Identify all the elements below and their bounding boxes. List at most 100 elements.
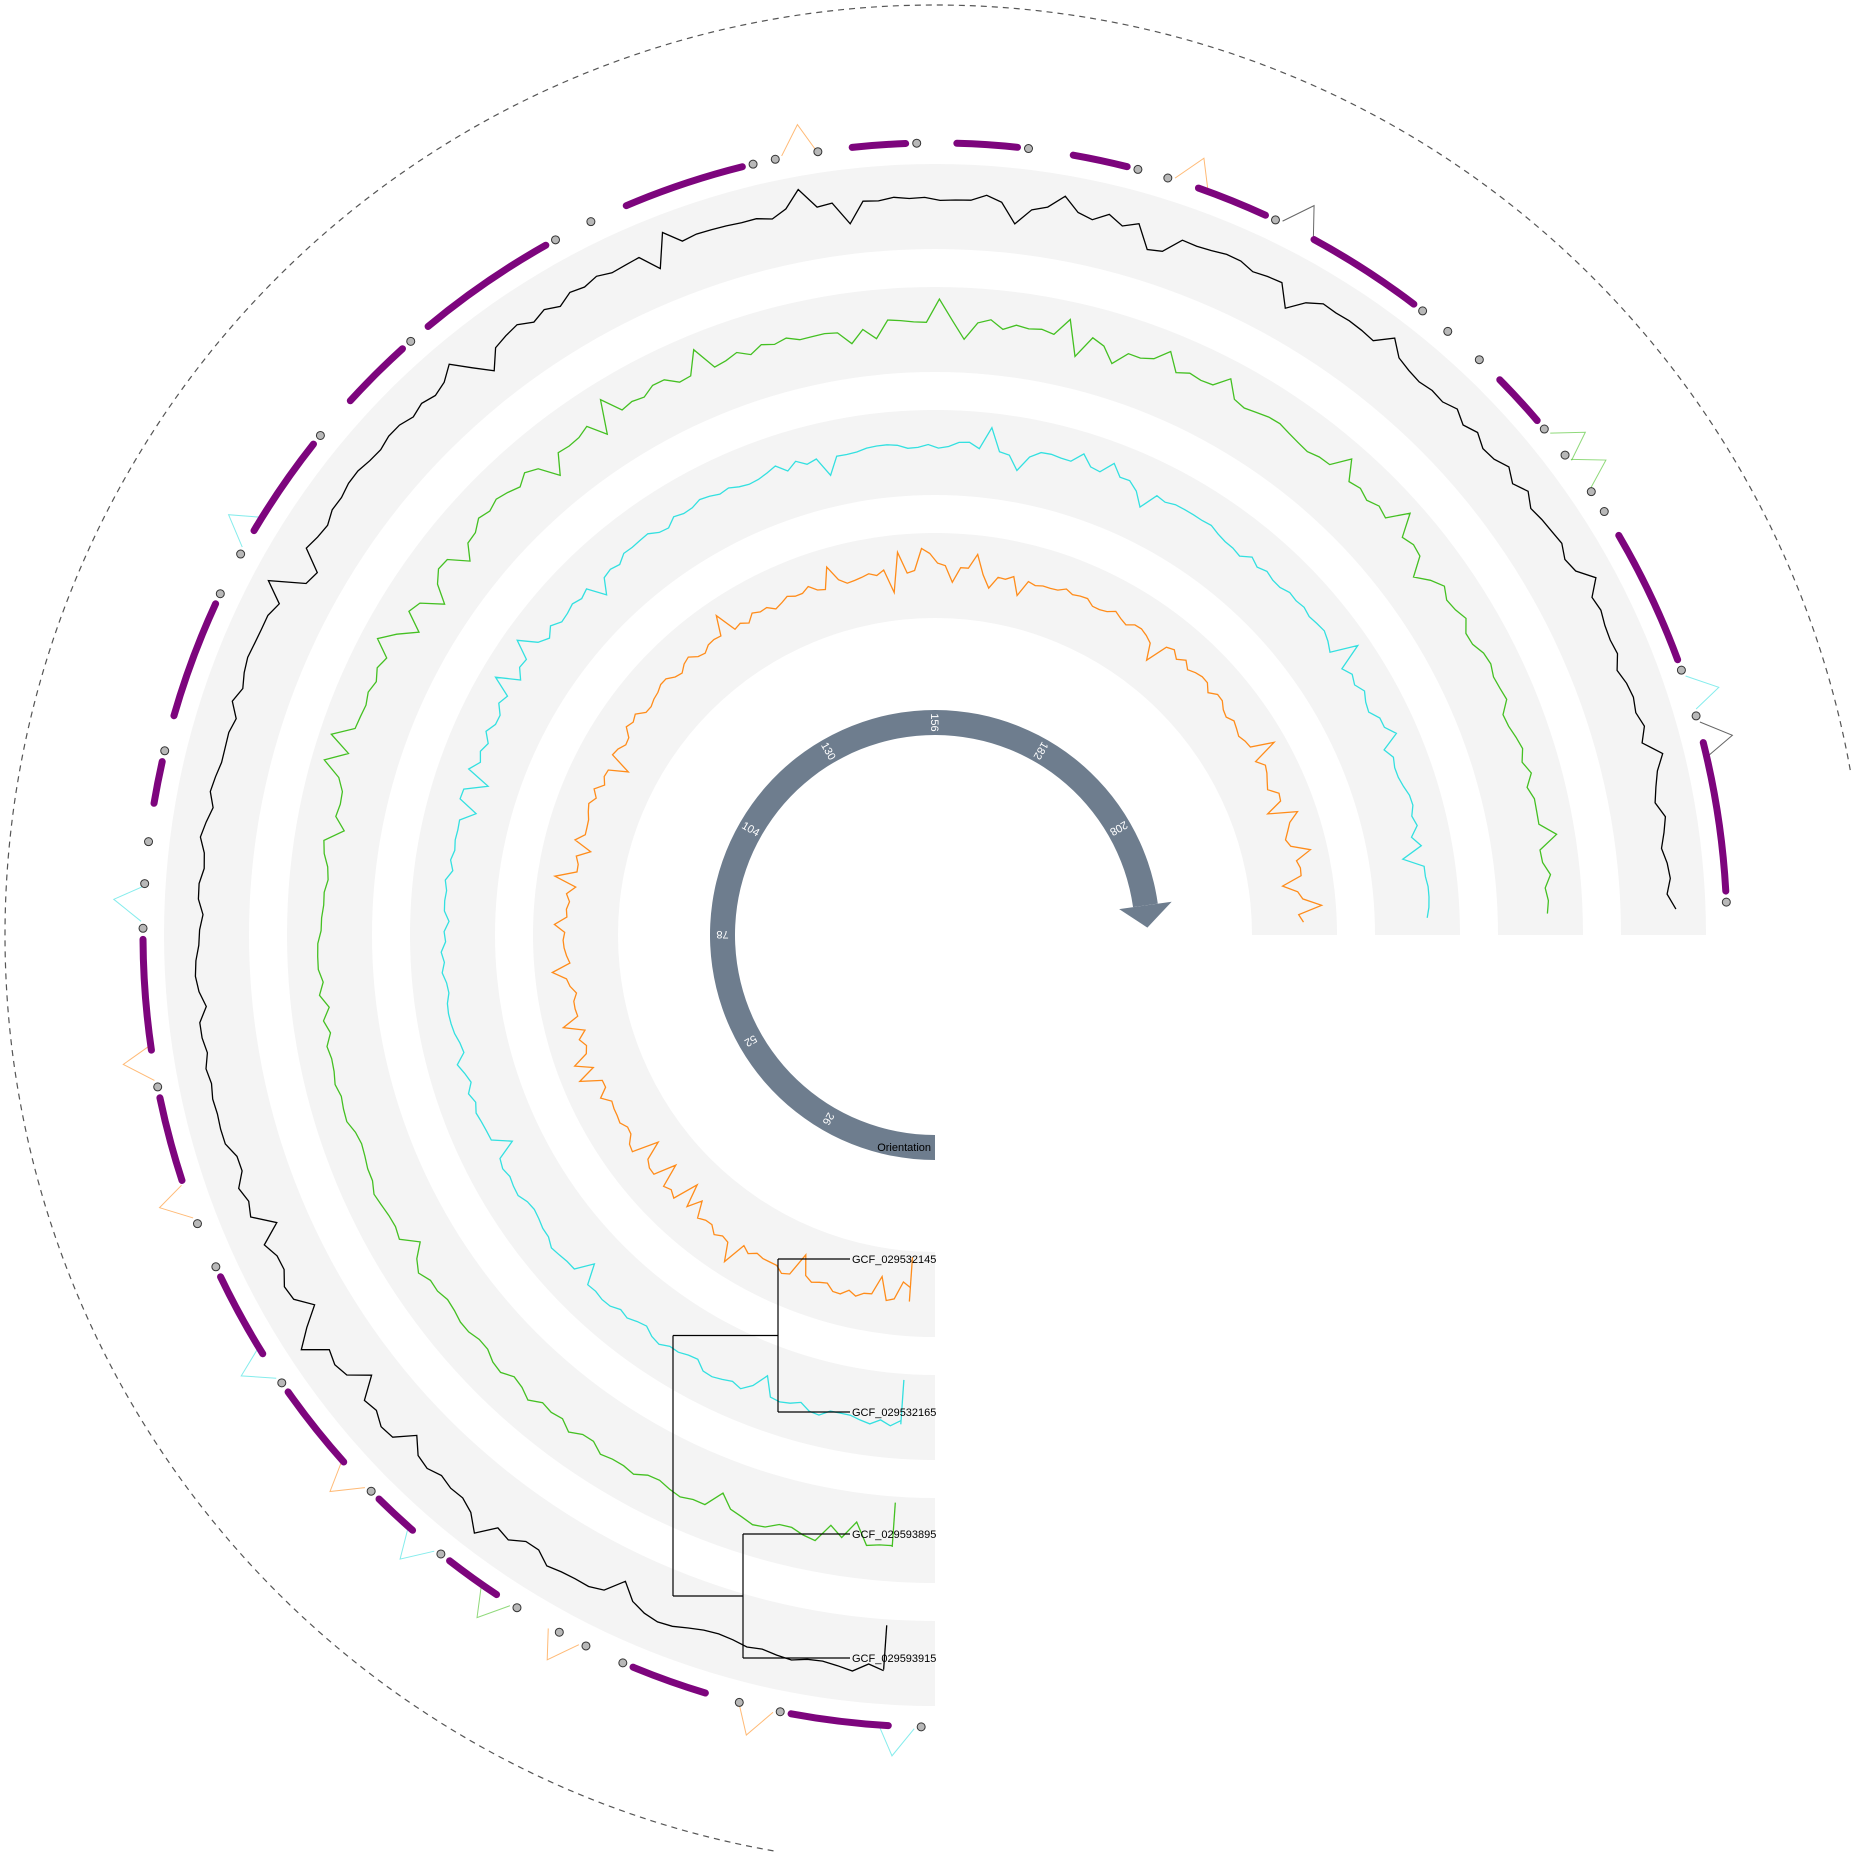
gene-block [848, 140, 910, 151]
variant-bubble [240, 1348, 277, 1379]
gene-block [622, 163, 746, 210]
variant-bubble [546, 1628, 580, 1661]
circle-node-icon [436, 1549, 446, 1559]
variant-bubble [399, 1528, 435, 1560]
variant-bubble [112, 886, 143, 922]
gene-block [217, 1273, 267, 1358]
genome-path-2 [440, 426, 1430, 1427]
circle-node-icon [144, 837, 154, 847]
circle-node-icon [1133, 164, 1143, 174]
orientation-label: Orientation [877, 1142, 931, 1154]
circle-node-icon [1418, 306, 1428, 316]
gene-block [953, 139, 1022, 151]
gene-block [1069, 151, 1131, 171]
variant-bubble [1550, 431, 1587, 461]
circle-node-icon [211, 1262, 221, 1272]
circle-node-icon [1560, 450, 1570, 460]
circle-node-icon [138, 923, 148, 933]
genome-label-4: GCF_029593915 [852, 1653, 936, 1665]
gene-block [139, 935, 155, 1054]
variant-bubble [879, 1726, 915, 1757]
outer-graph-layer [4, 4, 1852, 1852]
circle-node-icon [1586, 487, 1596, 497]
circle-node-icon [160, 746, 170, 756]
circle-node-icon [618, 1658, 628, 1668]
circle-node-icon [406, 336, 416, 346]
circle-node-icon [770, 154, 780, 164]
variant-bubble [158, 1184, 194, 1219]
gene-block [346, 345, 407, 405]
gene-block [446, 1557, 501, 1599]
circle-node-icon [775, 1707, 785, 1717]
arrow-head-icon [1119, 901, 1172, 928]
gene-block [629, 1663, 709, 1697]
circle-node-icon [1599, 507, 1609, 517]
circle-node-icon [1539, 424, 1549, 434]
circle-node-icon [1691, 711, 1701, 721]
variant-bubble [1282, 204, 1315, 237]
outer-dashed-arc [4, 4, 1852, 1852]
variant-bubble [227, 514, 260, 548]
circle-node-icon [1676, 665, 1686, 675]
orientation-ring-band [709, 710, 1158, 1160]
gene-block [170, 600, 220, 720]
genome-path-end-3 [891, 1502, 896, 1548]
variant-bubble [738, 1704, 774, 1736]
circle-node-icon [734, 1697, 744, 1707]
variant-bubble [1685, 675, 1720, 710]
circle-node-icon [1721, 897, 1731, 907]
genome-track-band-1 [533, 533, 1337, 1337]
tree-tip-labels: GCF_029532145 GCF_029532165 GCF_029593895 G… [852, 1254, 936, 1665]
gene-block [424, 241, 550, 330]
genome-path-end-1 [908, 1257, 914, 1302]
genome-path-3 [317, 297, 1558, 1547]
circle-node-icon [236, 549, 246, 559]
circle-node-icon [315, 430, 325, 440]
circle-node-icon [581, 1641, 591, 1651]
variant-bubble [781, 123, 817, 157]
circle-node-icon [1023, 144, 1033, 154]
circle-node-icon [192, 1219, 202, 1229]
circle-node-icon [1443, 326, 1453, 336]
genome-track-paths [194, 188, 1677, 1672]
gene-block [284, 1388, 348, 1466]
genome-track-backgrounds [164, 164, 1706, 1706]
genome-label-1: GCF_029532145 [852, 1254, 936, 1266]
circle-node-icon [748, 159, 758, 169]
genome-track-band-4 [164, 164, 1706, 1706]
genome-path-4 [194, 188, 1677, 1672]
circle-node-icon [1270, 215, 1280, 225]
gene-block [1496, 376, 1541, 425]
genome-path-1 [550, 547, 1324, 1302]
circle-node-icon [153, 1082, 163, 1092]
genome-label-2: GCF_029532165 [852, 1407, 936, 1419]
gene-block [1310, 236, 1418, 308]
circle-node-icon [140, 879, 150, 889]
genome-label-3: GCF_029593895 [852, 1529, 936, 1541]
orientation-tick-156: 156 [928, 713, 940, 731]
gene-block [375, 1495, 417, 1534]
genome-path-end-2 [900, 1379, 905, 1425]
circle-node-icon [1474, 355, 1484, 365]
circle-node-icon [586, 217, 596, 227]
circle-node-icon [912, 138, 922, 148]
variant-bubble [329, 1462, 365, 1493]
gene-block [250, 440, 317, 535]
orientation-tick-78: 78 [716, 928, 728, 940]
gene-block [150, 758, 166, 807]
gene-block [1615, 531, 1682, 664]
circle-node-icon [916, 1722, 926, 1732]
circle-node-icon [1163, 173, 1173, 183]
circle-node-icon [554, 1627, 564, 1637]
gene-block [787, 1710, 892, 1730]
phylogenetic-tree [672, 1258, 850, 1659]
variant-bubble [122, 1045, 155, 1081]
circle-node-icon [366, 1486, 376, 1496]
variant-bubble [476, 1586, 511, 1619]
gene-block [1194, 184, 1269, 219]
circle-node-icon [512, 1603, 522, 1613]
genome-path-end-4 [882, 1625, 888, 1670]
